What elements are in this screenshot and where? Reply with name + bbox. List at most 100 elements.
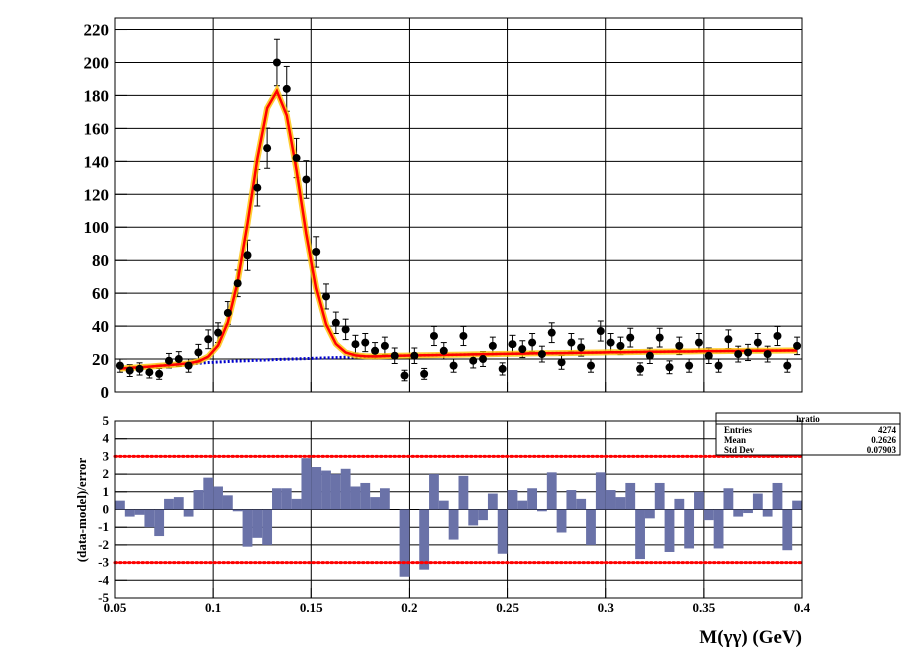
y-tick-label: 5 (103, 413, 110, 428)
y-tick-label: 180 (84, 86, 110, 105)
data-point (518, 345, 527, 354)
y-tick-label: -2 (98, 537, 109, 552)
data-point (665, 363, 674, 372)
residual-bar (782, 509, 793, 551)
residual-bar (183, 509, 194, 517)
data-point (184, 361, 193, 370)
residual-bar (556, 509, 567, 533)
residual-bar (694, 491, 704, 510)
stats-value: 0.2626 (871, 435, 896, 445)
data-point (155, 369, 164, 378)
data-point (282, 84, 291, 93)
data-point (322, 292, 331, 301)
x-tick-label: 0.1 (205, 600, 221, 615)
residual-bar (144, 509, 155, 528)
residual-bar (792, 500, 802, 510)
data-point (586, 361, 595, 370)
data-point (675, 341, 684, 350)
residual-bar (321, 470, 331, 510)
data-point (233, 279, 242, 288)
data-point (508, 340, 517, 349)
x-tick-label: 0.2 (401, 600, 417, 615)
residual-bar (566, 490, 577, 510)
residual-bar (497, 509, 508, 554)
stats-title: hratio (796, 414, 820, 424)
x-tick-label: 0.4 (794, 600, 811, 615)
data-point (371, 346, 380, 355)
residual-bar (654, 482, 665, 510)
data-point (606, 338, 615, 347)
data-point (704, 351, 713, 360)
data-point (312, 247, 321, 256)
residual-bar (458, 475, 469, 510)
data-point (616, 341, 625, 350)
y-tick-label: 80 (92, 251, 109, 270)
residual-bar (546, 472, 557, 510)
data-point (194, 348, 203, 357)
residual-bar (222, 495, 233, 510)
y-tick-label: 100 (84, 218, 110, 237)
y-tick-label: -1 (98, 519, 109, 534)
data-point (547, 328, 556, 337)
data-point (439, 346, 448, 355)
data-point (174, 355, 183, 364)
residual-bar (360, 482, 371, 510)
data-point (429, 331, 438, 340)
residual-bar (664, 509, 675, 552)
y-tick-label: -5 (98, 590, 109, 605)
y-tick-label: 60 (92, 284, 109, 303)
residual-bar (527, 488, 538, 510)
x-tick-label: 0.05 (104, 600, 127, 615)
residual-bar (242, 509, 253, 547)
data-point (753, 338, 762, 347)
residual-bar (429, 474, 439, 510)
residual-bar (605, 490, 616, 510)
residual-bar (213, 486, 223, 510)
stats-label: Entries (724, 425, 752, 435)
residual-bar (311, 467, 322, 510)
residual-bar (419, 509, 430, 570)
y-tick-label: 120 (84, 185, 110, 204)
data-point (341, 325, 350, 334)
residual-bar (340, 468, 351, 510)
data-point (125, 366, 134, 375)
data-point (272, 58, 281, 67)
y-tick-label: 4 (103, 431, 110, 446)
residual-bar (762, 509, 773, 517)
stats-label: Std Dev (724, 445, 755, 455)
data-point (734, 350, 743, 359)
data-point (223, 308, 232, 317)
data-point (645, 351, 654, 360)
residual-bar (595, 472, 606, 510)
data-point (204, 335, 213, 344)
residual-bar (743, 509, 753, 514)
residual-bar (703, 509, 714, 521)
y-tick-label: 0 (103, 502, 110, 517)
data-point (164, 356, 173, 365)
residual-bar (752, 493, 763, 510)
residual-bar (330, 474, 341, 510)
data-point (655, 333, 664, 342)
data-point (626, 333, 635, 342)
x-tick-label: 0.35 (692, 600, 715, 615)
y-tick-label: 200 (84, 53, 110, 72)
data-point (636, 364, 645, 373)
data-point (449, 361, 458, 370)
residual-bar (291, 498, 302, 510)
x-axis-label: M(γγ) (GeV) (699, 627, 802, 648)
data-point (214, 328, 223, 337)
x-tick-label: 0.3 (598, 600, 615, 615)
data-point (410, 351, 419, 360)
residual-bar (173, 497, 184, 510)
residual-bar (517, 500, 528, 510)
residual-bar (644, 509, 655, 519)
residual-bar (772, 482, 783, 510)
data-point (115, 361, 124, 370)
data-point (361, 338, 370, 347)
data-point (773, 331, 782, 340)
data-point (253, 183, 262, 192)
x-tick-label: 0.15 (300, 600, 323, 615)
residual-bar (301, 458, 312, 510)
residual-bar (281, 488, 292, 510)
